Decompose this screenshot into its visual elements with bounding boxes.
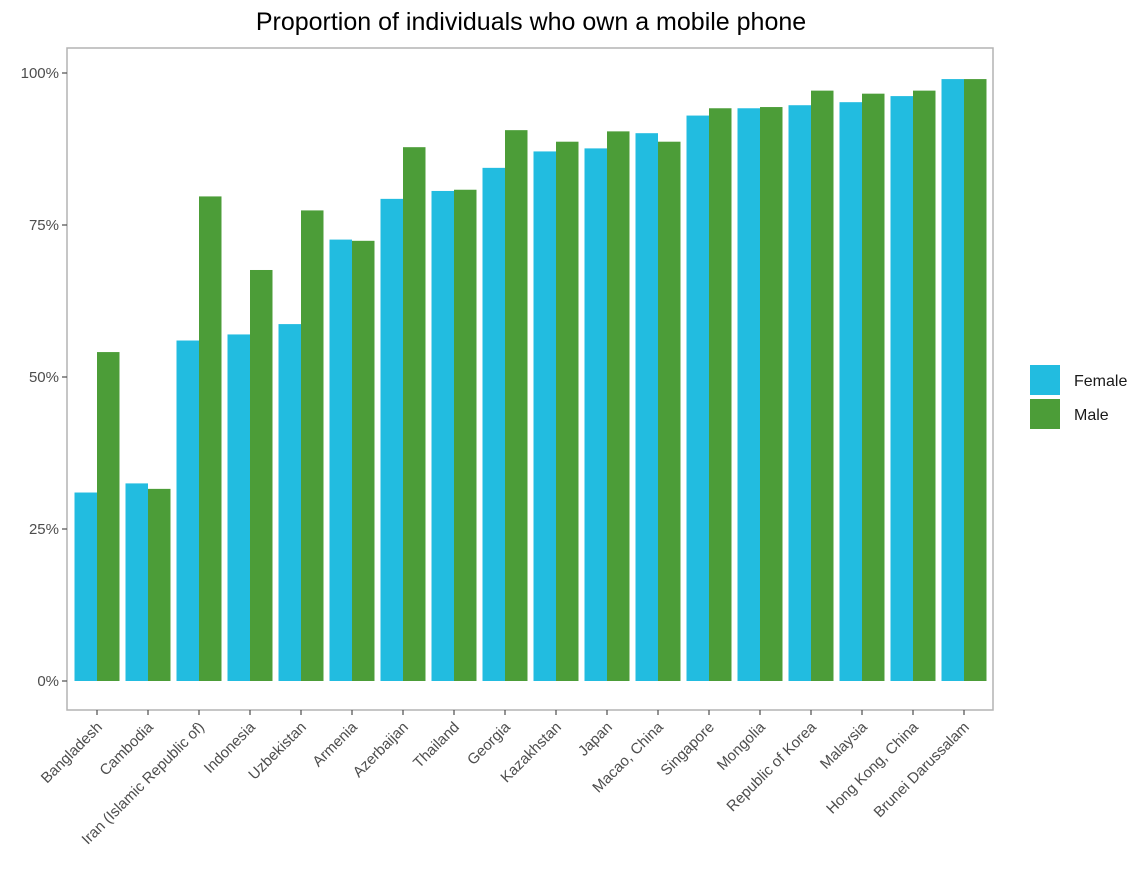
bar-male-8: [505, 130, 528, 681]
bar-female-1: [125, 483, 148, 681]
bar-male-17: [964, 79, 987, 681]
bar-male-1: [148, 488, 171, 681]
bar-female-0: [74, 492, 97, 681]
bar-male-6: [403, 147, 426, 681]
x-tick-label: Brunei Darussalam: [871, 719, 973, 821]
bar-female-4: [278, 324, 301, 681]
y-tick-label: 100%: [21, 65, 59, 82]
bar-male-16: [913, 90, 936, 681]
x-tick-label: Japan: [575, 719, 616, 760]
bar-male-13: [760, 107, 783, 682]
x-tick-label: Azerbaijan: [350, 719, 412, 781]
bar-female-11: [635, 133, 658, 681]
bar-female-9: [533, 151, 556, 681]
x-tick-label: Bangladesh: [38, 719, 106, 787]
y-axis: 0% 25% 50% 75% 100%: [21, 65, 67, 690]
bar-female-3: [227, 334, 250, 681]
legend-label-male: Male: [1074, 407, 1109, 424]
x-tick-label: Hong Kong, China: [823, 718, 922, 817]
bar-female-2: [176, 340, 199, 681]
y-tick-label: 75%: [29, 217, 59, 234]
x-tick-label: Republic of Korea: [723, 718, 820, 815]
bar-female-12: [686, 115, 709, 681]
bar-male-14: [811, 90, 834, 681]
x-tick-label: Thailand: [410, 719, 463, 772]
bar-male-9: [556, 141, 579, 681]
bar-female-10: [584, 148, 607, 681]
bar-female-15: [839, 102, 862, 682]
y-tick-label: 25%: [29, 521, 59, 538]
legend: Female Male: [1030, 365, 1127, 429]
y-tick-label: 50%: [29, 369, 59, 386]
bar-male-11: [658, 141, 681, 681]
bar-male-12: [709, 108, 732, 681]
bar-male-0: [97, 352, 120, 681]
bar-male-10: [607, 131, 630, 681]
bar-female-14: [788, 105, 811, 682]
x-tick-label: Singapore: [657, 719, 717, 779]
bar-female-5: [329, 239, 352, 681]
bar-female-13: [737, 108, 760, 681]
bar-male-15: [862, 93, 885, 682]
bar-male-5: [352, 240, 375, 681]
bar-female-6: [380, 198, 403, 682]
bar-female-7: [431, 190, 454, 681]
legend-key-female: [1030, 365, 1060, 395]
legend-label-female: Female: [1074, 373, 1127, 390]
bar-female-16: [890, 96, 913, 682]
bar-male-2: [199, 196, 222, 682]
chart-title: Proportion of individuals who own a mobi…: [256, 8, 806, 36]
bar-male-3: [250, 269, 273, 681]
legend-key-male: [1030, 399, 1060, 429]
bar-male-4: [301, 210, 324, 681]
x-tick-label: Georgia: [464, 718, 514, 768]
bar-female-17: [941, 79, 964, 681]
bar-male-7: [454, 189, 477, 682]
bar-female-8: [482, 167, 505, 682]
bars-group: [74, 79, 987, 682]
x-tick-label: Armenia: [309, 718, 361, 770]
y-tick-label: 0%: [37, 673, 59, 690]
